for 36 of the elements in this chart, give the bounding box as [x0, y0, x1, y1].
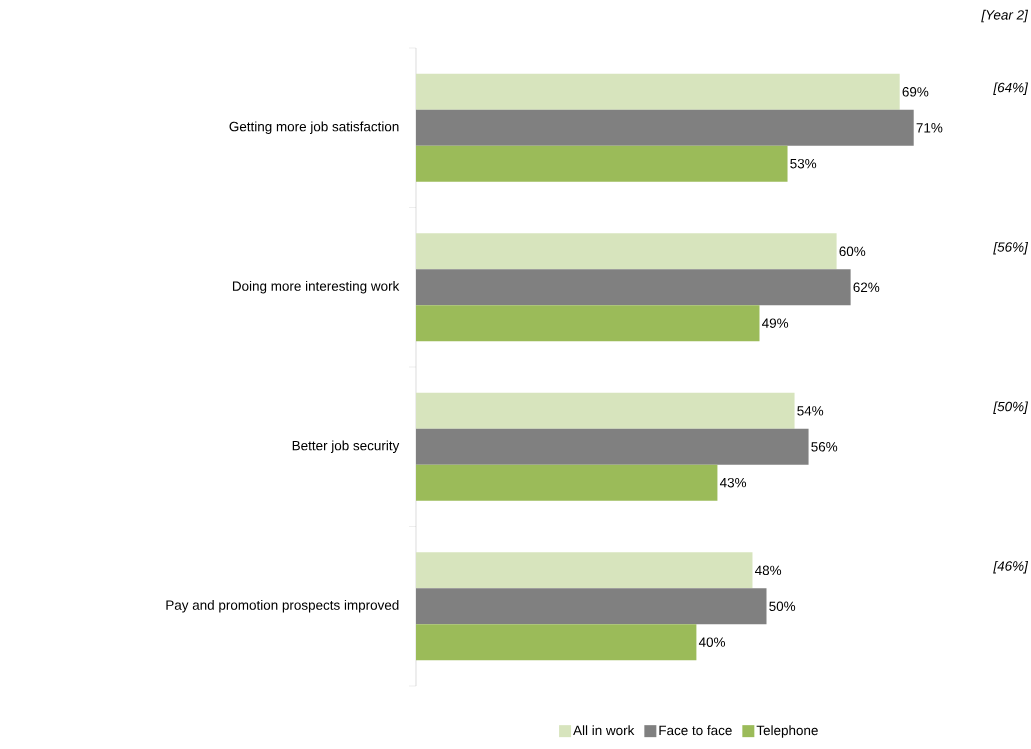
legend-label: All in work: [573, 725, 635, 736]
bar: [416, 464, 718, 501]
bar: [416, 624, 697, 661]
bar: [416, 145, 788, 182]
bar: [416, 73, 900, 110]
text: [50%]: [993, 401, 1029, 414]
text: [46%]: [993, 560, 1029, 574]
y-tick-label: Pay and promotion prospects improved: [166, 599, 399, 613]
data-label: 53%: [790, 158, 817, 169]
bar: [416, 233, 837, 270]
y-tick-label: Getting more job satisfaction: [229, 121, 399, 135]
data-label: 62%: [853, 282, 880, 293]
text: [56%]: [993, 241, 1029, 255]
data-label: 56%: [811, 441, 838, 452]
bar: [416, 305, 760, 342]
data-label: 69%: [902, 87, 929, 97]
y-tick-label: Doing more interesting work: [232, 280, 400, 294]
data-label: 49%: [762, 318, 789, 328]
data-label: 43%: [719, 477, 747, 488]
bar: [416, 428, 809, 465]
data-label: 50%: [769, 601, 796, 612]
text: [Year 2]: [981, 9, 1029, 23]
data-label: 54%: [797, 406, 824, 416]
bar: [416, 552, 753, 589]
legend-label: Face to face: [659, 725, 732, 736]
y-tick-label: Better job security: [292, 440, 400, 454]
data-label: 48%: [754, 565, 782, 576]
text: [64%]: [993, 82, 1029, 95]
data-label: 71%: [916, 123, 943, 133]
data-label: 40%: [698, 637, 726, 647]
bar: [416, 392, 795, 429]
legend-label: Telephone: [756, 725, 818, 738]
data-label: 60%: [839, 246, 866, 257]
bar: [416, 588, 767, 625]
bar: [416, 109, 914, 146]
bar: [416, 269, 851, 306]
